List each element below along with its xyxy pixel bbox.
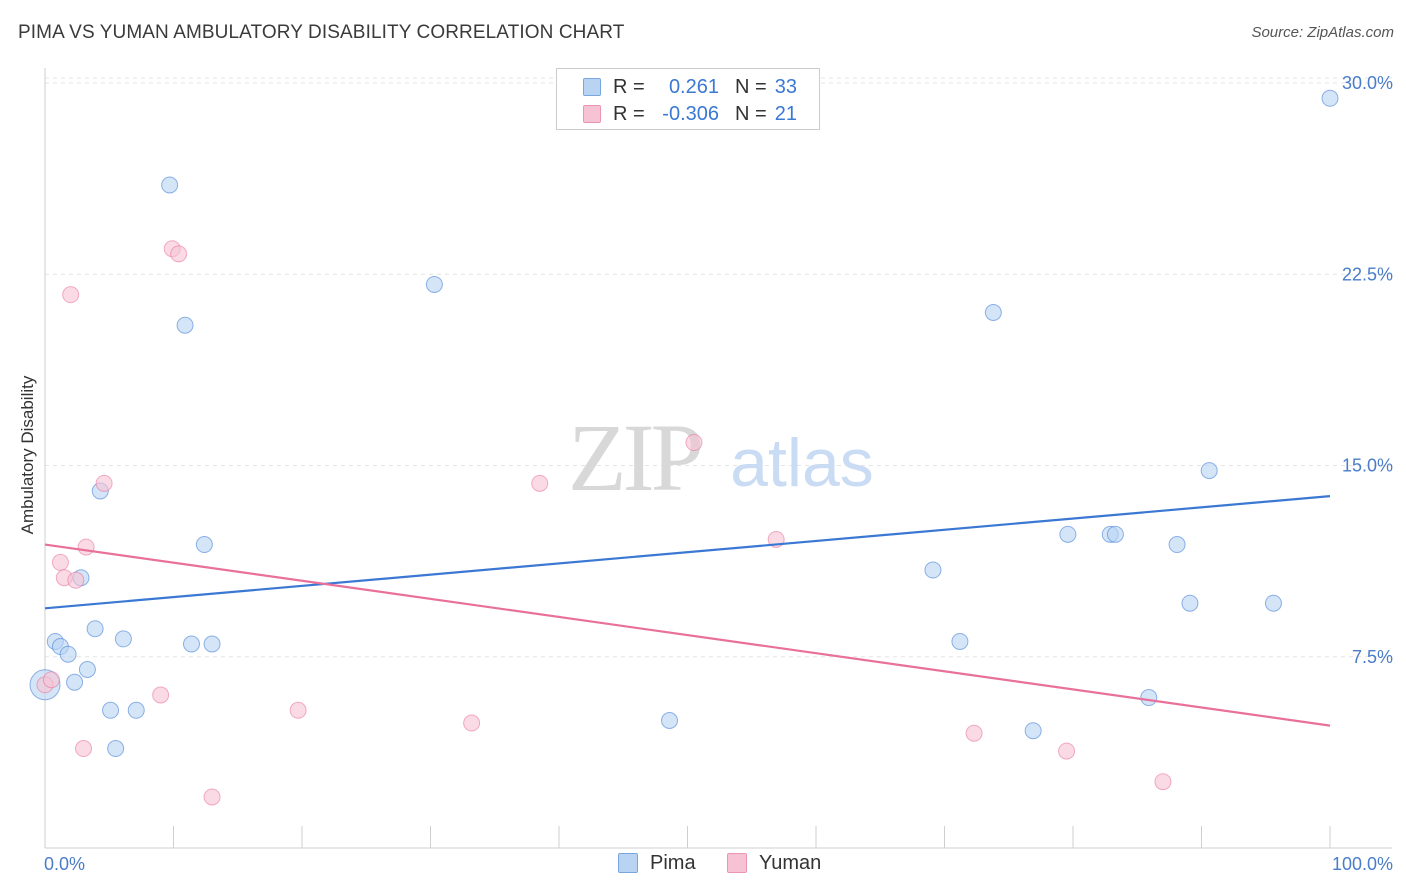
yuman-point — [203, 788, 221, 806]
n-value: 33 — [774, 76, 797, 98]
pima-point — [1140, 689, 1158, 707]
pima-point — [951, 632, 969, 650]
pima-point — [1200, 462, 1218, 480]
watermark: ZIP atlas — [568, 404, 874, 511]
yuman-swatch — [727, 853, 747, 873]
r-value: 0.261 — [668, 76, 719, 98]
pima-point — [1168, 536, 1186, 554]
legend-label-pima: Pima — [650, 852, 696, 874]
yuman-point — [75, 740, 93, 758]
pima-point — [1264, 594, 1282, 612]
pima-point — [1181, 594, 1199, 612]
yuman-point — [67, 571, 85, 589]
yuman-point — [77, 538, 95, 556]
pima-point — [182, 635, 200, 653]
pima-point — [127, 701, 145, 719]
pima-point — [1321, 89, 1339, 107]
legend-label-yuman: Yuman — [759, 852, 822, 874]
pima-point — [107, 740, 125, 758]
y-tick-label: 15.0% — [1342, 456, 1393, 476]
axis-layer — [44, 68, 1392, 849]
pima-point — [66, 673, 84, 691]
pima-point — [1024, 722, 1042, 740]
x-tick-label: 0.0% — [44, 854, 85, 874]
pima-point — [86, 620, 104, 638]
y-tick-label: 22.5% — [1342, 264, 1393, 284]
yuman-point — [152, 686, 170, 704]
n-label: N = — [735, 76, 767, 98]
yuman-point — [289, 701, 307, 719]
pima-point — [78, 661, 96, 678]
pima-point — [924, 561, 942, 579]
yuman-point — [1154, 773, 1172, 791]
r-label: R = — [613, 76, 645, 98]
pima-point — [102, 701, 120, 719]
pima-trend-line — [44, 495, 1331, 610]
yuman-point — [42, 671, 60, 689]
watermark-atlas: atlas — [730, 425, 874, 501]
r-label: R = — [613, 103, 645, 125]
yuman-point — [463, 714, 481, 732]
series-legend: Pima Yuman — [0, 851, 1406, 879]
pima-swatch — [583, 78, 601, 96]
source-label: Source: ZipAtlas.com — [1251, 24, 1394, 41]
n-value: 21 — [774, 103, 797, 125]
yuman-point — [1058, 742, 1076, 760]
grid-layer — [45, 77, 1392, 658]
pima-point — [1059, 525, 1077, 543]
pima-swatch — [618, 853, 638, 873]
pima-point — [114, 630, 132, 648]
yuman-point — [62, 286, 80, 304]
watermark-zip: ZIP — [568, 404, 701, 511]
trend-layer — [44, 495, 1331, 727]
yuman-point — [170, 245, 188, 263]
yuman-point — [531, 474, 549, 492]
y-tick-label: 7.5% — [1352, 647, 1393, 667]
pima-point — [1106, 525, 1124, 543]
pima-point — [59, 645, 77, 663]
y-tick-label: 30.0% — [1342, 73, 1393, 93]
yuman-swatch — [583, 105, 601, 123]
pima-point — [203, 635, 221, 653]
pima-point — [661, 712, 679, 729]
x-tick-label: 100.0% — [1332, 854, 1393, 874]
legend-row-yuman: R = -0.306 N = 21 — [557, 101, 819, 127]
yuman-point — [51, 553, 69, 571]
labels-layer: 7.5% 15.0% 22.5% 30.0% 0.0% 100.0% — [44, 73, 1393, 874]
yuman-point — [965, 724, 983, 742]
n-label: N = — [735, 103, 767, 125]
correlation-legend: R = 0.261 N = 33 R = -0.306 N = 21 — [556, 68, 820, 130]
pima-point — [984, 304, 1002, 321]
points-layer — [29, 89, 1339, 806]
pima-point — [176, 316, 194, 334]
pima-point — [161, 176, 179, 194]
chart-title: PIMA VS YUMAN AMBULATORY DISABILITY CORR… — [18, 22, 625, 43]
yuman-point — [95, 474, 113, 492]
legend-row-pima: R = 0.261 N = 33 — [557, 74, 819, 100]
pima-point — [425, 275, 443, 293]
r-value: -0.306 — [662, 103, 719, 125]
pima-point — [195, 536, 213, 554]
yuman-trend-line — [44, 543, 1331, 727]
yuman-point — [685, 434, 703, 452]
